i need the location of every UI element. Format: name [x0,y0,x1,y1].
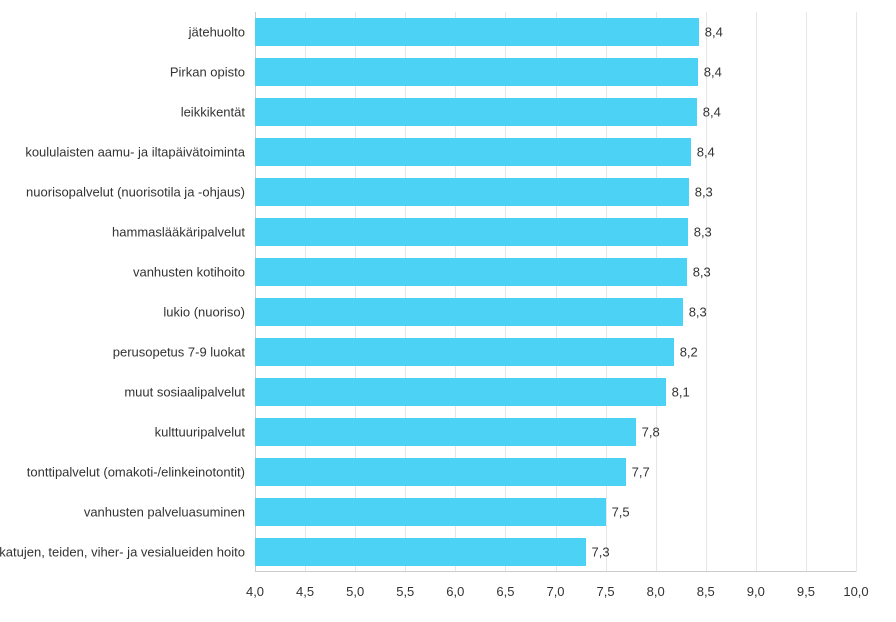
bar-category-label: kulttuuripalvelut [155,425,255,440]
bar-row: jätehuolto8,4 [255,18,856,46]
bar: 8,4 [255,138,691,166]
bar-category-label: tonttipalvelut (omakoti-/elinkeinotontit… [27,465,255,480]
bar-value-label: 8,4 [691,145,715,160]
grid-line [756,12,757,572]
bar-category-label: vanhusten palveluasuminen [84,505,255,520]
bar: 8,3 [255,218,688,246]
x-axis-line [255,571,856,572]
bar: 7,5 [255,498,606,526]
bar-value-label: 7,3 [586,545,610,560]
bar: 8,3 [255,178,689,206]
bar-category-label: katujen, teiden, viher- ja vesialueiden … [0,545,255,560]
x-tick-label: 7,5 [597,584,615,599]
bar-value-label: 8,2 [674,345,698,360]
bar: 7,3 [255,538,586,566]
bar-row: kulttuuripalvelut7,8 [255,418,856,446]
bar-row: tonttipalvelut (omakoti-/elinkeinotontit… [255,458,856,486]
bar-value-label: 8,4 [699,25,723,40]
bar-row: Pirkan opisto8,4 [255,58,856,86]
x-tick-label: 7,0 [546,584,564,599]
bar-row: koululaisten aamu- ja iltapäivätoiminta8… [255,138,856,166]
bar-category-label: Pirkan opisto [170,65,255,80]
bar: 7,8 [255,418,636,446]
bar-row: leikkikentät8,4 [255,98,856,126]
bar-value-label: 8,4 [697,105,721,120]
bar-category-label: muut sosiaalipalvelut [124,385,255,400]
x-tick-label: 10,0 [843,584,868,599]
bar-value-label: 8,1 [666,385,690,400]
bar-value-label: 7,5 [606,505,630,520]
bar-value-label: 7,7 [626,465,650,480]
x-axis: 4,04,55,05,56,06,57,07,58,08,59,09,510,0 [255,578,856,608]
x-tick-label: 9,0 [747,584,765,599]
bar: 8,2 [255,338,674,366]
bar-value-label: 8,3 [687,265,711,280]
bar-row: lukio (nuoriso)8,3 [255,298,856,326]
bar-row: perusopetus 7-9 luokat8,2 [255,338,856,366]
grid-line [606,12,607,572]
bar-value-label: 8,4 [698,65,722,80]
x-tick-label: 5,0 [346,584,364,599]
bar: 8,3 [255,298,683,326]
bar-value-label: 8,3 [689,185,713,200]
bar-category-label: vanhusten kotihoito [133,265,255,280]
x-tick-label: 4,5 [296,584,314,599]
bar-row: vanhusten kotihoito8,3 [255,258,856,286]
grid-line [305,12,306,572]
bar-category-label: nuorisopalvelut (nuorisotila ja -ohjaus) [26,185,255,200]
bar-category-label: perusopetus 7-9 luokat [113,345,255,360]
bar-row: nuorisopalvelut (nuorisotila ja -ohjaus)… [255,178,856,206]
x-tick-label: 9,5 [797,584,815,599]
bar-category-label: lukio (nuoriso) [163,305,255,320]
bar-row: hammaslääkäripalvelut8,3 [255,218,856,246]
grid-line [806,12,807,572]
bar-category-label: leikkikentät [181,105,255,120]
bar-row: katujen, teiden, viher- ja vesialueiden … [255,538,856,566]
bar-value-label: 8,3 [683,305,707,320]
bar: 8,4 [255,18,699,46]
bar: 8,3 [255,258,687,286]
bar: 8,4 [255,98,697,126]
grid-line [556,12,557,572]
bar-category-label: jätehuolto [189,25,255,40]
bar-category-label: koululaisten aamu- ja iltapäivätoiminta [25,145,255,160]
x-tick-label: 6,0 [446,584,464,599]
plot-area: jätehuolto8,4 Pirkan opisto8,4 leikkikentä… [255,12,856,572]
x-tick-label: 4,0 [246,584,264,599]
grid-line [706,12,707,572]
grid-line [505,12,506,572]
bar: 7,7 [255,458,626,486]
bar-chart: jätehuolto8,4Pirkan opisto8,4leikkikentä… [0,0,896,622]
bar-row: muut sosiaalipalvelut8,1 [255,378,856,406]
bar: 8,4 [255,58,698,86]
grid-line [856,12,857,572]
grid-line [656,12,657,572]
grid-line [455,12,456,572]
bar-value-label: 7,8 [636,425,660,440]
x-tick-label: 8,0 [647,584,665,599]
grid-line [355,12,356,572]
bar: 8,1 [255,378,666,406]
x-tick-label: 6,5 [496,584,514,599]
y-axis-line [255,12,256,572]
x-tick-label: 5,5 [396,584,414,599]
x-tick-label: 8,5 [697,584,715,599]
bar-category-label: hammaslääkäripalvelut [112,225,255,240]
bar-value-label: 8,3 [688,225,712,240]
grid-line [405,12,406,572]
bar-row: vanhusten palveluasuminen7,5 [255,498,856,526]
